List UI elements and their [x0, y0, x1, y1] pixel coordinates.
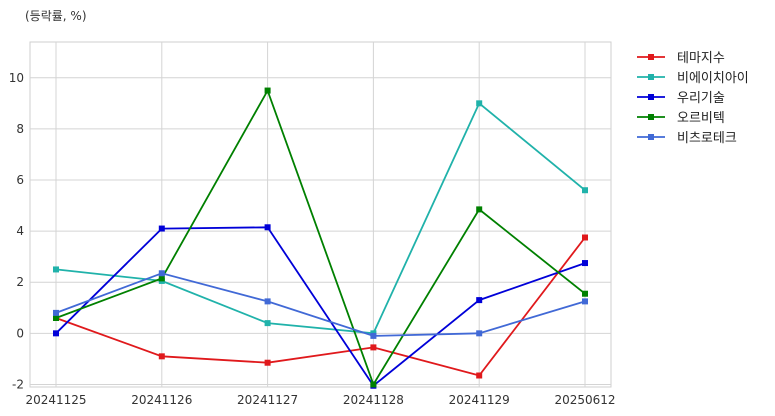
data-point [53, 330, 59, 337]
series-line [55, 236, 586, 377]
data-point [370, 381, 377, 388]
y-tick-label: 10 [9, 71, 24, 85]
grid-lines [30, 42, 611, 387]
x-tick-labels: 20241125 20241126 20241127 20241128 20241129… [25, 393, 615, 407]
y-axis-label: (등락률, %) [25, 9, 87, 23]
data-point [158, 270, 165, 277]
data-point [370, 332, 377, 339]
y-tick-label: -2 [12, 377, 24, 391]
data-point [53, 309, 59, 316]
data-point [476, 206, 483, 213]
data-point [370, 344, 377, 351]
series-오르비텍 [53, 87, 588, 388]
y-tick-label: 8 [16, 122, 24, 136]
data-point [53, 266, 59, 273]
data-point [582, 290, 588, 297]
x-tick-label: 20241127 [237, 393, 298, 407]
data-point [582, 260, 588, 267]
y-tick-label: 6 [16, 173, 24, 187]
legend-item: 오르비텍 [637, 111, 725, 126]
data-point [53, 315, 59, 321]
legend-label: 우리기술 [677, 91, 725, 106]
data-point [582, 298, 588, 305]
legend-marker [648, 54, 654, 60]
legend-item: 테마지수 [637, 51, 725, 66]
data-point [264, 359, 271, 366]
x-tick-label: 20250612 [554, 393, 615, 407]
plot-area [29, 41, 612, 388]
data-point [476, 100, 483, 107]
data-point [158, 353, 165, 360]
x-tick-label: 20241125 [25, 393, 86, 407]
legend-item: 비츠로테크 [637, 131, 737, 146]
legend-label: 오르비텍 [677, 111, 725, 126]
data-point [264, 87, 271, 94]
x-tick-label: 20241128 [343, 393, 404, 407]
legend-item: 우리기술 [637, 91, 725, 106]
data-point [476, 297, 483, 304]
legend-marker [648, 134, 654, 140]
data-point [582, 234, 588, 241]
y-tick-label: 2 [16, 275, 24, 289]
y-tick-label: 4 [16, 224, 24, 238]
x-tick-label: 20241129 [449, 393, 510, 407]
y-tick-labels: -2 0 2 4 6 8 10 [9, 71, 24, 392]
data-point [264, 298, 271, 305]
legend-label: 비에이치아이 [677, 71, 749, 86]
data-point [264, 320, 271, 327]
data-point [264, 224, 271, 231]
x-tick-label: 20241126 [131, 393, 192, 407]
legend-marker [648, 114, 654, 120]
data-point [158, 225, 165, 232]
legend-label: 비츠로테크 [677, 131, 737, 146]
series-group [53, 87, 588, 389]
data-point [476, 330, 483, 337]
series-line [55, 226, 586, 388]
legend-label: 테마지수 [677, 51, 725, 66]
series-line [55, 88, 586, 387]
data-point [582, 187, 588, 194]
series-비츠로테크 [53, 270, 588, 339]
y-tick-label: 0 [16, 326, 24, 340]
legend-marker [648, 74, 654, 80]
legend-item: 비에이치아이 [637, 71, 749, 86]
legend-marker [648, 94, 654, 100]
series-line [55, 272, 586, 337]
data-point [158, 275, 165, 282]
data-point [476, 372, 483, 379]
